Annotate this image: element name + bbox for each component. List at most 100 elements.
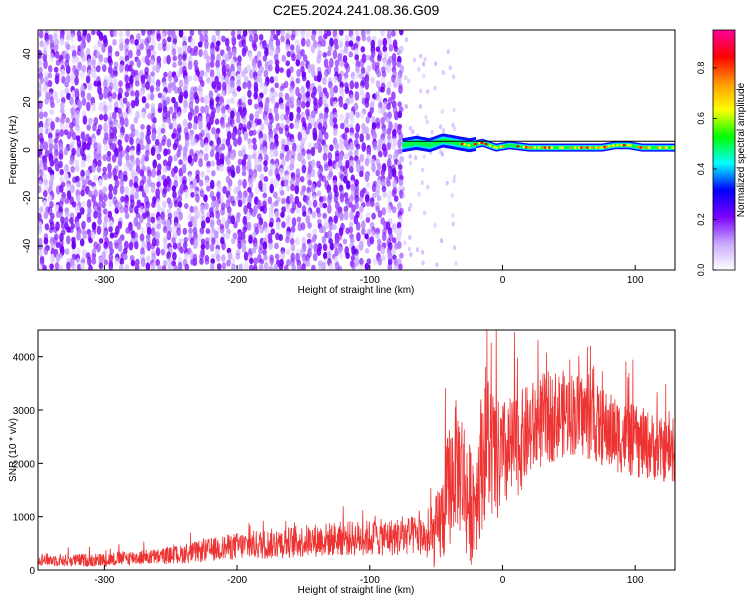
noise-blob [182,227,188,235]
noise-blob [337,73,343,83]
noise-blob [168,106,174,115]
noise-blob [162,159,168,167]
noise-blob [300,111,305,119]
noise-blob [391,30,396,37]
noise-blob [252,137,257,145]
signal-core-dot [641,146,645,149]
noise-blob [307,222,312,229]
noise-blob [76,127,81,134]
noise-blob [101,43,106,53]
noise-blob [86,199,92,209]
noise-blob [93,174,98,182]
signal-band-inner [553,146,555,150]
noise-blob [301,37,306,47]
y-tick-label: 1000 [13,513,36,524]
noise-blob [243,205,248,215]
noise-blob [364,100,370,108]
noise-blob [136,147,141,156]
noise-blob [102,137,108,145]
noise-blob [182,45,188,53]
noise-blob [240,231,246,241]
noise-blob [285,154,290,162]
noise-blob [199,33,205,44]
noise-blob [146,138,151,145]
noise-blob [211,237,216,245]
x-tick-label: 100 [627,275,644,286]
noise-blob [139,233,145,242]
noise-blob [284,264,289,270]
noise-blob [337,265,343,270]
noise-blob [316,190,322,197]
x-tick-label: -300 [94,575,114,586]
noise-blob [192,177,198,188]
noise-blob [198,158,203,168]
noise-blob [97,159,102,168]
noise-blob [257,69,262,78]
noise-blob [69,217,74,225]
signal-band-inner [453,140,455,145]
noise-blob [87,207,92,215]
noise-blob [340,122,345,130]
noise-blob [65,182,71,193]
noise-blob [310,110,316,120]
noise-blob [91,221,97,231]
noise-blob [172,55,177,62]
noise-blob [269,115,274,124]
noise-blob [241,39,246,48]
noise-blob [280,35,285,43]
noise-blob [193,152,198,163]
signal-band-inner [505,144,507,148]
noise-blob [332,49,338,60]
noise-blob [349,94,354,104]
noise-blob [141,30,146,36]
noise-blob [227,85,232,95]
noise-blob [192,257,198,267]
noise-blob [396,61,402,68]
noise-blob [305,127,310,135]
signal-band-inner [427,142,430,148]
noise-blob [349,159,354,168]
noise-blob [49,159,55,167]
signal-core-dot [533,146,537,149]
noise-blob [345,97,350,106]
noise-blob [294,122,300,129]
noise-blob [91,257,97,265]
noise-blob [43,210,49,220]
noise-speckle [411,129,415,135]
noise-blob [44,97,49,105]
noise-blob [64,164,69,173]
noise-blob [273,75,279,83]
noise-blob [230,169,236,178]
noise-blob [253,86,259,93]
noise-blob [263,69,269,78]
noise-blob [117,158,123,167]
noise-blob [144,184,149,194]
noise-blob [216,263,222,270]
noise-blob [80,169,85,178]
noise-blob [317,30,323,37]
noise-blob [377,256,383,266]
noise-blob [316,54,322,64]
noise-blob [224,53,230,62]
noise-blob [160,248,166,256]
noise-blob [192,122,198,131]
signal-band-inner [635,145,638,149]
signal-band-inner [521,145,523,149]
noise-blob [246,221,252,231]
noise-blob [96,166,102,173]
noise-blob [358,240,364,251]
noise-blob [301,159,307,166]
noise-blob [146,226,152,236]
signal-band-inner [555,146,557,150]
noise-blob [176,111,182,118]
noise-blob [53,44,59,52]
noise-blob [232,47,237,58]
noise-blob [53,236,58,245]
noise-blob [64,248,70,255]
noise-blob [206,185,211,192]
noise-blob [124,240,129,250]
noise-blob [156,223,161,230]
noise-blob [247,89,252,98]
noise-blob [38,30,44,39]
signal-band-inner [610,144,612,148]
